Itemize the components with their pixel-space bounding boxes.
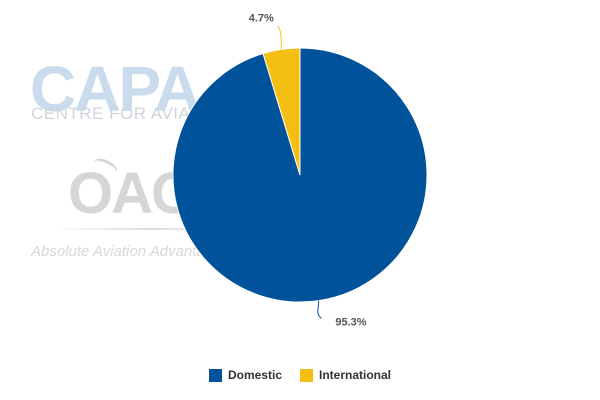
capa-watermark-logo: CAPA <box>30 53 201 125</box>
legend-label-domestic: Domestic <box>227 368 282 382</box>
legend-item-international[interactable]: International <box>300 368 391 382</box>
watermark-divider <box>50 228 250 230</box>
data-label-international: 4.7% <box>249 13 274 25</box>
data-label-domestic: 95.3% <box>335 316 366 328</box>
legend-label-international: International <box>319 368 392 382</box>
legend-swatch-international <box>300 368 313 382</box>
oag-watermark-tagline: Absolute Aviation Advantage <box>31 243 222 260</box>
capa-watermark-subtitle: CENTRE FOR AVIATION <box>31 104 232 123</box>
connector-domestic <box>317 300 322 319</box>
legend-swatch-domestic <box>208 368 222 382</box>
legend: Domestic International <box>0 368 600 382</box>
connector-international <box>277 25 282 50</box>
legend-item-domestic[interactable]: Domestic <box>208 368 282 382</box>
